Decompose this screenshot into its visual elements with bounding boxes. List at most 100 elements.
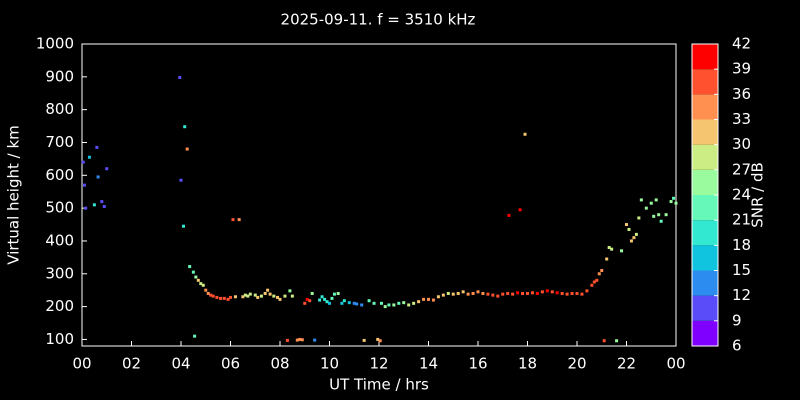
point [545, 289, 549, 293]
colorbar-tick-label: 9 [732, 311, 742, 329]
point [407, 303, 411, 307]
point [644, 206, 648, 210]
point [491, 293, 495, 297]
point [570, 291, 574, 295]
chart-title: 2025-09-11. f = 3510 kHz [281, 11, 476, 29]
point [87, 155, 91, 159]
point [496, 294, 500, 298]
colorbar-tick-label: 6 [732, 337, 742, 355]
point [229, 295, 232, 299]
point [305, 297, 309, 301]
point [332, 292, 336, 296]
point [379, 301, 383, 305]
point [206, 291, 210, 295]
colorbar-swatch [692, 220, 718, 246]
x-tick-label: 00 [72, 355, 91, 373]
point [456, 291, 460, 295]
point [340, 301, 344, 305]
point [521, 291, 525, 295]
point [243, 293, 247, 297]
colorbar-swatch [692, 245, 718, 271]
point [664, 213, 668, 217]
colorbar-tick-label: 36 [732, 85, 751, 103]
x-tick-label: 18 [518, 355, 537, 373]
point [278, 297, 282, 301]
point [272, 294, 276, 298]
x-tick-label: 14 [419, 355, 438, 373]
point [451, 292, 455, 296]
colorbar-swatch [692, 270, 718, 296]
point [674, 201, 678, 205]
colorbar-swatch [692, 94, 718, 120]
point [204, 288, 208, 292]
point [669, 200, 673, 204]
point [352, 301, 356, 305]
point [620, 249, 624, 253]
point [300, 338, 304, 342]
point [602, 339, 606, 343]
point [95, 145, 99, 149]
x-tick-label: 20 [567, 355, 586, 373]
point [188, 265, 192, 269]
point [372, 301, 376, 305]
point [328, 301, 331, 305]
point [263, 291, 267, 295]
x-tick-label: 00 [666, 355, 685, 373]
point [481, 291, 485, 295]
point [290, 294, 294, 298]
point [209, 293, 213, 297]
point [376, 337, 380, 341]
colorbar-tick-label: 30 [732, 135, 751, 153]
colorbar-swatch [692, 295, 718, 321]
point [194, 275, 198, 279]
point [560, 291, 564, 295]
point [652, 214, 656, 218]
colorbar-swatch [692, 169, 718, 195]
point [313, 338, 317, 342]
point [231, 218, 235, 222]
point [518, 208, 522, 212]
point [342, 299, 346, 303]
point [308, 299, 312, 303]
point [605, 257, 609, 261]
colorbar-tick-label: 39 [732, 60, 751, 78]
point [298, 337, 302, 341]
point [360, 303, 364, 307]
point [575, 291, 579, 295]
colorbar-swatch [692, 195, 718, 221]
colorbar-swatch [692, 144, 718, 170]
point [657, 213, 661, 217]
y-tick-label: 800 [45, 100, 74, 118]
y-tick-label: 100 [45, 330, 74, 348]
point [181, 224, 185, 228]
point [471, 291, 475, 295]
point [318, 298, 322, 302]
point [336, 291, 340, 295]
point [303, 301, 307, 305]
point [219, 296, 223, 300]
point [402, 301, 406, 305]
point [555, 291, 559, 295]
colorbar-swatch [692, 119, 718, 145]
point [199, 282, 203, 286]
point [193, 334, 197, 338]
colorbar-swatch [692, 69, 718, 95]
point [431, 298, 435, 302]
point [241, 295, 245, 299]
point [516, 291, 520, 295]
y-tick-label: 400 [45, 231, 74, 249]
point [285, 338, 289, 342]
point [320, 295, 324, 299]
point [211, 294, 215, 298]
point [82, 183, 86, 187]
y-tick-label: 700 [45, 133, 74, 151]
point [427, 297, 430, 301]
point [535, 291, 539, 295]
point [523, 132, 527, 136]
point [634, 232, 638, 236]
y-tick-label: 500 [45, 199, 74, 217]
point [185, 147, 189, 151]
colorbar-swatch [692, 320, 718, 346]
